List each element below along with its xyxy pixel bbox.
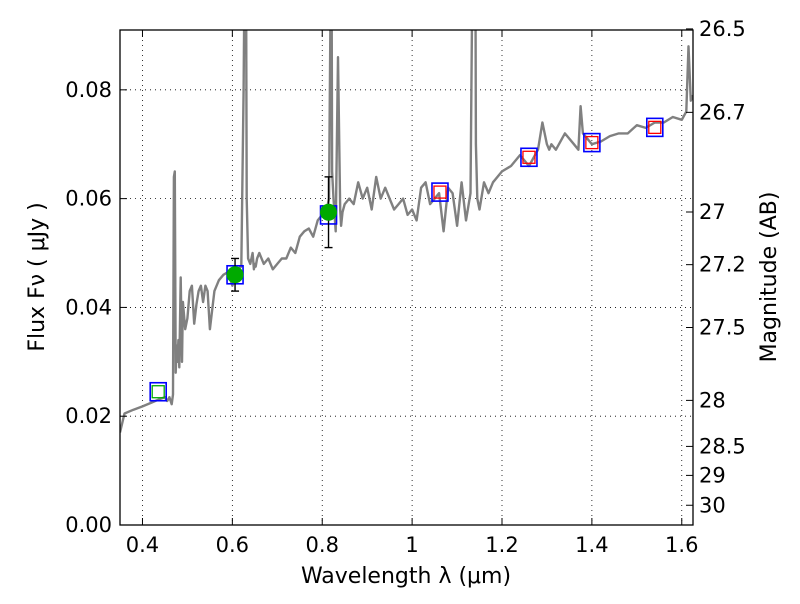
detection-point bbox=[320, 203, 338, 221]
right-tick-label: 26.7 bbox=[699, 100, 746, 124]
ir-photometry-square bbox=[648, 120, 662, 135]
x-tick-label: 1.6 bbox=[665, 533, 698, 557]
x-tick-label: 1 bbox=[405, 533, 418, 557]
model-photometry-square bbox=[431, 182, 449, 202]
right-tick-label: 26.5 bbox=[699, 17, 746, 41]
y-tick-label: 0.00 bbox=[65, 513, 112, 537]
detection-point bbox=[226, 266, 244, 284]
y-axis-right-label: Magnitude (AB) bbox=[757, 192, 782, 363]
tick-layer: 0.4 0.6 0.8 1 1.2 1.4 1.6 0.00 0.02 0.04 0.06 0.08 2… bbox=[65, 17, 746, 557]
x-tick-label: 1.2 bbox=[485, 533, 518, 557]
limit-photometry-square bbox=[151, 385, 165, 399]
model-photometry-square bbox=[149, 381, 167, 402]
sed-model-line bbox=[120, 30, 693, 433]
model-photometry-square bbox=[583, 132, 601, 153]
y-tick-label: 0.02 bbox=[65, 404, 112, 428]
ir-photometry-square bbox=[585, 135, 599, 150]
x-axis-label: Wavelength λ (μm) bbox=[301, 564, 511, 589]
ir-photometry-square bbox=[522, 150, 536, 164]
right-tick-label: 29 bbox=[699, 463, 726, 487]
right-tick-label: 28.5 bbox=[699, 434, 746, 458]
model-photometry-square bbox=[645, 117, 664, 138]
marker-layer bbox=[149, 117, 664, 402]
plot-frame bbox=[119, 29, 694, 526]
x-tick-label: 0.4 bbox=[126, 533, 159, 557]
y-axis-label: Flux Fν ( μJy ) bbox=[25, 202, 50, 351]
y-tick-label: 0.04 bbox=[65, 295, 112, 319]
model-photometry-square bbox=[520, 147, 538, 168]
x-tick-label: 1.4 bbox=[575, 533, 608, 557]
right-tick-label: 30 bbox=[699, 493, 726, 517]
grid-layer bbox=[120, 30, 693, 526]
right-tick-label: 27.2 bbox=[699, 253, 746, 277]
series-layer bbox=[120, 30, 693, 433]
y-tick-label: 0.06 bbox=[65, 187, 112, 211]
y-tick-label: 0.08 bbox=[65, 78, 112, 102]
x-tick-label: 0.6 bbox=[216, 533, 249, 557]
right-tick-label: 27.5 bbox=[699, 315, 746, 339]
x-tick-label: 0.8 bbox=[306, 533, 339, 557]
right-tick-label: 27 bbox=[699, 200, 726, 224]
ir-photometry-square bbox=[433, 185, 447, 199]
right-tick-label: 28 bbox=[699, 388, 726, 412]
